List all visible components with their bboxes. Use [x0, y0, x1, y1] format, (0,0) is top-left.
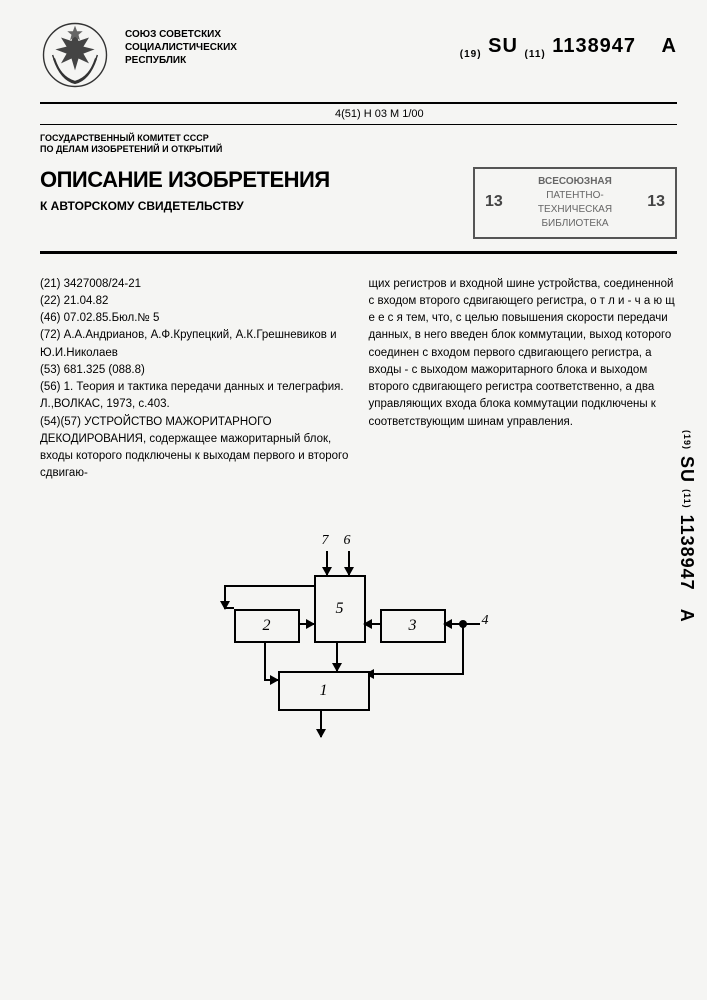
side-publication-code: (19) SU (11) 1138947 A	[676, 430, 697, 623]
block-1: 1	[278, 671, 370, 711]
pub-suffix: A	[662, 35, 677, 57]
arrow-5-to-1	[336, 641, 339, 671]
committee-text: ГОСУДАРСТВЕННЫЙ КОМИТЕТ СССР ПО ДЕЛАМ ИЗ…	[40, 133, 222, 155]
pub-country: SU	[488, 35, 518, 57]
label-4: 4	[482, 613, 489, 629]
stamp-top: ВСЕСОЮЗНАЯ	[503, 175, 647, 189]
right-text: щих регистров и входной шине устройства,…	[369, 276, 678, 431]
arrow-7-to-5	[326, 551, 329, 575]
left-column: (21) 3427008/24-21 (22) 21.04.82 (46) 07…	[40, 276, 349, 483]
side-mid: (11)	[682, 489, 692, 509]
stamp-mid3: БИБЛИОТЕКА	[503, 217, 647, 231]
label-6: 6	[344, 533, 351, 549]
arrow-2-to-5	[298, 623, 314, 626]
line-5-to-2-v	[224, 585, 227, 609]
side-number: 1138947	[677, 515, 697, 591]
stamp-mid: ВСЕСОЮЗНАЯ ПАТЕНТНО- ТЕХНИЧЕСКАЯ БИБЛИОТ…	[503, 175, 647, 231]
union-name: СОЮЗ СОВЕТСКИХ СОЦИАЛИСТИЧЕСКИХ РЕСПУБЛИ…	[125, 20, 237, 67]
ussr-emblem-icon	[40, 20, 110, 90]
block-3: 3	[380, 609, 446, 643]
title-block: ОПИСАНИЕ ИЗОБРЕТЕНИЯ К АВТОРСКОМУ СВИДЕТ…	[0, 159, 707, 245]
label-7: 7	[322, 533, 329, 549]
union-line3: РЕСПУБЛИК	[125, 54, 237, 67]
stamp-mid1: ПАТЕНТНО-	[503, 189, 647, 203]
library-stamp: 13 ВСЕСОЮЗНАЯ ПАТЕНТНО- ТЕХНИЧЕСКАЯ БИБЛ…	[473, 167, 677, 239]
header: СОЮЗ СОВЕТСКИХ СОЦИАЛИСТИЧЕСКИХ РЕСПУБЛИ…	[0, 0, 707, 100]
side-prefix: (19)	[682, 430, 692, 450]
title-left: ОПИСАНИЕ ИЗОБРЕТЕНИЯ К АВТОРСКОМУ СВИДЕТ…	[40, 167, 458, 213]
node-4	[459, 620, 467, 628]
sub-title: К АВТОРСКОМУ СВИДЕТЕЛЬСТВУ	[40, 199, 458, 213]
publication-code: (19) SU (11) 1138947 A	[460, 20, 677, 60]
pub-mid: (11)	[525, 49, 546, 60]
classification: 4(51) Н 03 М 1/00	[0, 104, 707, 124]
line-5-to-2-h	[224, 585, 314, 588]
stamp-num-left: 13	[485, 191, 503, 213]
committee-line1: ГОСУДАРСТВЕННЫЙ КОМИТЕТ СССР	[40, 133, 222, 144]
stamp-mid2: ТЕХНИЧЕСКАЯ	[503, 203, 647, 217]
pub-number: 1138947	[552, 35, 636, 57]
pub-prefix: (19)	[460, 49, 482, 60]
patent-page: СОЮЗ СОВЕТСКИХ СОЦИАЛИСТИЧЕСКИХ РЕСПУБЛИ…	[0, 0, 707, 1000]
line-5-to-2-h2	[224, 607, 234, 610]
left-text: (21) 3427008/24-21 (22) 21.04.82 (46) 07…	[40, 276, 349, 483]
arrow-3-to-5	[364, 623, 380, 626]
union-line2: СОЦИАЛИСТИЧЕСКИХ	[125, 41, 237, 54]
union-line1: СОЮЗ СОВЕТСКИХ	[125, 28, 237, 41]
committee-block: ГОСУДАРСТВЕННЫЙ КОМИТЕТ СССР ПО ДЕЛАМ ИЗ…	[0, 125, 707, 159]
body-columns: (21) 3427008/24-21 (22) 21.04.82 (46) 07…	[0, 254, 707, 493]
block-2: 2	[234, 609, 300, 643]
block-5: 5	[314, 575, 366, 643]
main-title: ОПИСАНИЕ ИЗОБРЕТЕНИЯ	[40, 167, 458, 193]
arrow-4-to-1	[366, 673, 464, 676]
block-diagram: 7 6 5 2 3 4 1	[214, 533, 494, 813]
committee-line2: ПО ДЕЛАМ ИЗОБРЕТЕНИЙ И ОТКРЫТИЙ	[40, 144, 222, 155]
stamp-num-right: 13	[647, 191, 665, 213]
right-column: щих регистров и входной шине устройства,…	[369, 276, 678, 483]
arrow-1-out	[320, 709, 323, 737]
line-2-down	[264, 641, 267, 681]
arrow-6-to-5	[348, 551, 351, 575]
side-country: SU	[677, 456, 697, 483]
arrow-2-to-1	[264, 679, 278, 682]
line-4-down	[462, 623, 465, 675]
side-suffix: A	[677, 609, 697, 623]
